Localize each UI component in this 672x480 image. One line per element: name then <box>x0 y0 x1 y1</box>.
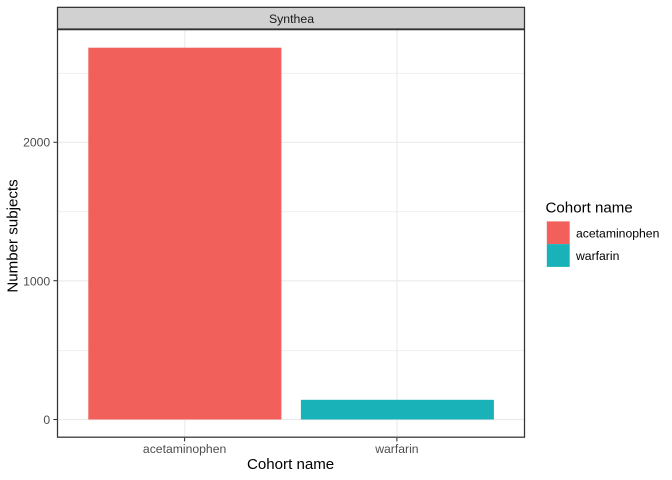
svg-text:0: 0 <box>43 413 50 427</box>
svg-text:2000: 2000 <box>23 136 50 150</box>
svg-text:warfarin: warfarin <box>374 442 418 456</box>
svg-text:Cohort name: Cohort name <box>546 200 633 217</box>
svg-text:Synthea: Synthea <box>269 12 314 26</box>
svg-text:Number subjects: Number subjects <box>5 179 22 292</box>
svg-text:acetaminophen: acetaminophen <box>576 227 659 241</box>
svg-text:Cohort name: Cohort name <box>247 456 334 473</box>
svg-text:acetaminophen: acetaminophen <box>143 442 226 456</box>
svg-text:warfarin: warfarin <box>575 249 619 263</box>
svg-text:1000: 1000 <box>23 274 50 288</box>
